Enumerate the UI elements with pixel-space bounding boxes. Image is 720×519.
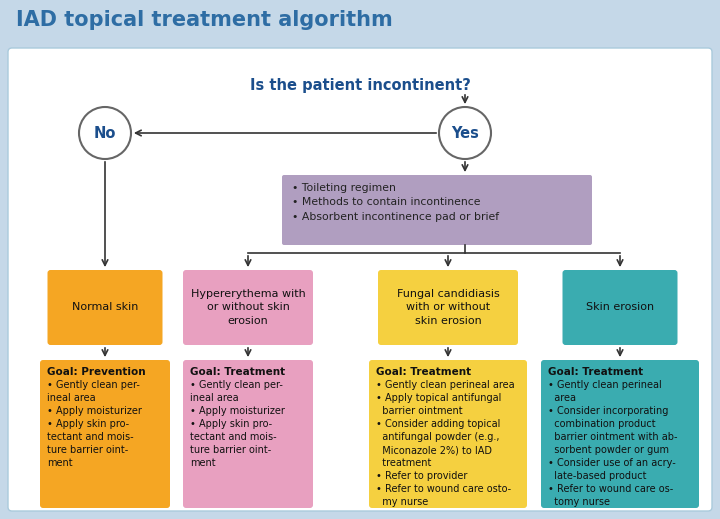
Text: Hypererythema with
or without skin
erosion: Hypererythema with or without skin erosi…: [191, 289, 305, 326]
Text: Goal: Prevention: Goal: Prevention: [47, 367, 145, 377]
Text: Is the patient incontinent?: Is the patient incontinent?: [250, 78, 470, 93]
Text: • Gently clean per-
ineal area
• Apply moisturizer
• Apply skin pro-
tectant and: • Gently clean per- ineal area • Apply m…: [47, 380, 142, 468]
Text: Goal: Treatment: Goal: Treatment: [190, 367, 285, 377]
FancyBboxPatch shape: [183, 270, 313, 345]
FancyBboxPatch shape: [541, 360, 699, 508]
FancyBboxPatch shape: [369, 360, 527, 508]
Text: • Gently clean perineal area
• Apply topical antifungal
  barrier ointment
• Con: • Gently clean perineal area • Apply top…: [376, 380, 515, 508]
FancyBboxPatch shape: [562, 270, 678, 345]
Text: Skin erosion: Skin erosion: [586, 303, 654, 312]
FancyBboxPatch shape: [183, 360, 313, 508]
Text: Yes: Yes: [451, 126, 479, 141]
FancyBboxPatch shape: [48, 270, 163, 345]
Text: IAD topical treatment algorithm: IAD topical treatment algorithm: [16, 10, 392, 30]
Text: • Gently clean per-
ineal area
• Apply moisturizer
• Apply skin pro-
tectant and: • Gently clean per- ineal area • Apply m…: [190, 380, 285, 468]
Text: No: No: [94, 126, 116, 141]
Text: Normal skin: Normal skin: [72, 303, 138, 312]
FancyBboxPatch shape: [8, 48, 712, 511]
Circle shape: [79, 107, 131, 159]
Text: • Gently clean perineal
  area
• Consider incorporating
  combination product
  : • Gently clean perineal area • Consider …: [548, 380, 678, 508]
Text: Goal: Treatment: Goal: Treatment: [548, 367, 643, 377]
Text: Goal: Treatment: Goal: Treatment: [376, 367, 471, 377]
FancyBboxPatch shape: [40, 360, 170, 508]
Text: • Toileting regimen
• Methods to contain incontinence
• Absorbent incontinence p: • Toileting regimen • Methods to contain…: [292, 183, 499, 222]
Text: Fungal candidiasis
with or without
skin erosion: Fungal candidiasis with or without skin …: [397, 289, 500, 326]
Circle shape: [439, 107, 491, 159]
FancyBboxPatch shape: [282, 175, 592, 245]
FancyBboxPatch shape: [378, 270, 518, 345]
